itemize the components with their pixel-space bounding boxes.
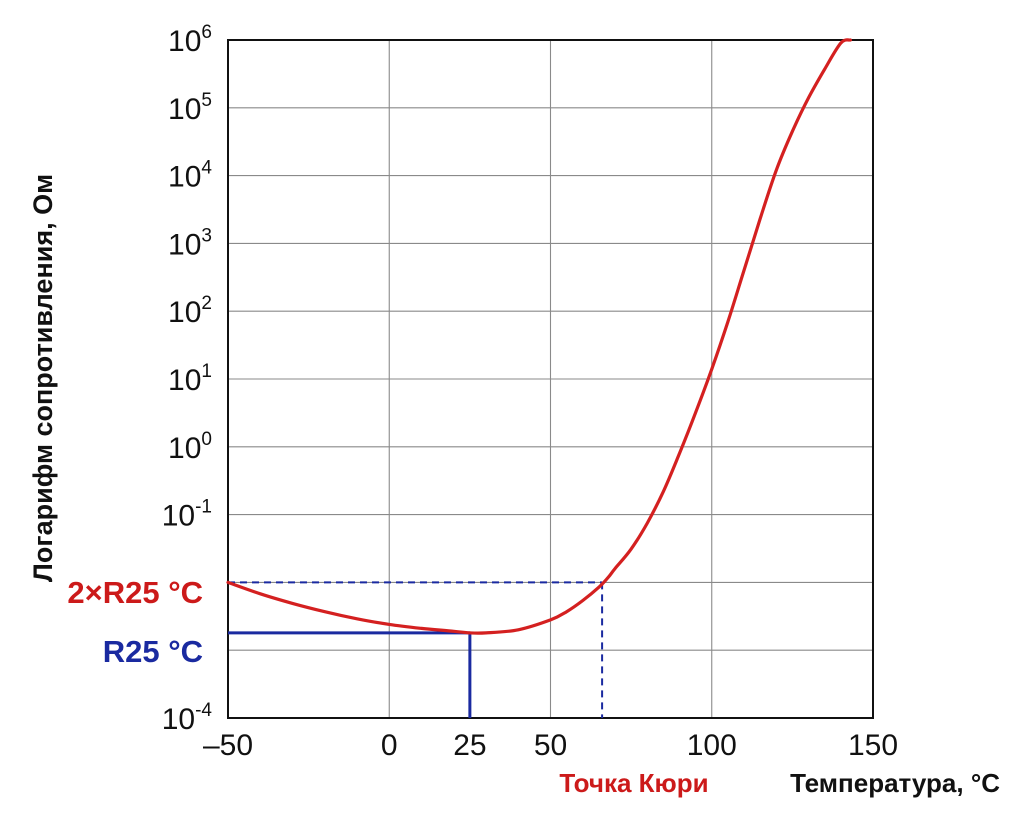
y-tick-base: 10 [168,296,201,329]
y-tick-exponent: 6 [201,22,212,43]
y-tick-label-10: 10-4 [162,700,213,736]
y-tick-base: 10 [162,500,195,533]
y-tick-exponent: 3 [201,225,212,246]
y-tick-label-3: 103 [168,225,212,261]
y-axis-label: Логарифм сопротивления, Ом [28,174,58,582]
x-tick-label-0: –50 [203,729,253,762]
resistance-curve [226,38,852,635]
y-tick-base: 10 [168,161,201,194]
x-axis-label: Температура, °C [790,768,1000,798]
y-tick-label-4: 102 [168,293,212,329]
y-tick-exponent: 4 [201,158,212,179]
y-tick-exponent: 5 [201,90,212,111]
y-tick-base: 10 [168,364,201,397]
y-tick-label-2: 104 [168,158,212,194]
y-tick-exponent: 0 [201,429,212,450]
two-r25-label: 2×R25 °C [67,575,203,610]
y-tick-exponent: -4 [195,700,212,721]
r25-label: R25 °C [103,634,203,669]
y-tick-label-7: 10-1 [162,497,212,533]
x-tick-label-2: 25 [453,729,486,762]
y-tick-label-1: 105 [168,90,212,126]
x-tick-labels: –50 0 25 50 100 150 [203,729,898,762]
x-tick-label-1: 0 [381,729,398,762]
y-tick-label-5: 101 [168,361,212,397]
plot-frame [227,39,874,719]
y-tick-base: 10 [162,703,195,736]
y-tick-exponent: 2 [201,293,212,314]
y-tick-base: 10 [168,25,201,58]
grid [227,39,874,719]
y-tick-base: 10 [168,93,201,126]
curie-point-label: Точка Кюри [559,768,708,798]
y-tick-base: 10 [168,228,201,261]
y-tick-label-0: 106 [168,22,212,58]
x-tick-label-4: 100 [687,729,737,762]
annotation-lines [228,581,604,718]
y-tick-exponent: 1 [201,361,212,382]
y-tick-label-6: 100 [168,429,212,465]
y-tick-base: 10 [168,432,201,465]
y-tick-exponent: -1 [195,497,212,518]
x-tick-label-5: 150 [848,729,898,762]
x-tick-label-3: 50 [534,729,567,762]
